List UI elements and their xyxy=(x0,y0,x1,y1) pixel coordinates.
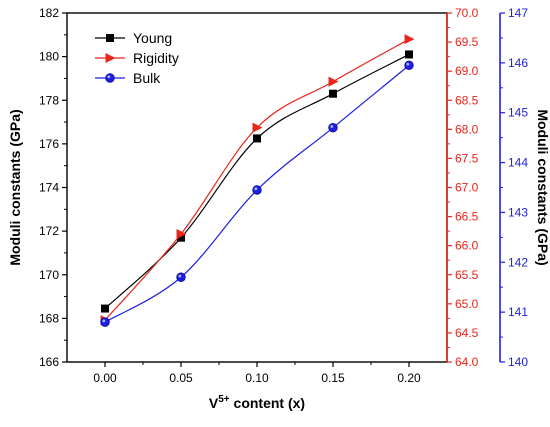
data-point-bulk xyxy=(404,60,414,71)
y-blue-tick-label: 140 xyxy=(508,355,528,369)
y-red-tick-label: 68.5 xyxy=(455,93,479,107)
data-point-bulk-highlight xyxy=(178,274,182,278)
y-left-tick-label: 168 xyxy=(39,311,59,325)
y-left-tick-label: 174 xyxy=(39,181,59,195)
y-blue-tick-label: 145 xyxy=(508,106,528,120)
legend-label-rigidity: Rigidity xyxy=(133,50,179,66)
data-point-young xyxy=(253,134,261,143)
y-axis-left-title: Moduli constants (GPa) xyxy=(7,109,23,265)
y-red-tick-label: 66.0 xyxy=(455,239,479,253)
data-point-bulk xyxy=(176,272,186,282)
legend-marker-highlight xyxy=(107,75,111,79)
legend-marker xyxy=(105,73,115,83)
y-left-tick-label: 176 xyxy=(39,137,59,151)
x-axis-title-main: V xyxy=(209,395,219,411)
y-axis-right-blue: 140 141 142 143 144 145 146 147 xyxy=(499,6,528,369)
x-tick-label: 0.00 xyxy=(93,371,117,385)
y-red-tick-label: 65.0 xyxy=(455,297,479,311)
y-axis-right-title: Moduli constants (GPa) xyxy=(535,109,550,265)
y-red-tick-label: 64.0 xyxy=(455,355,479,369)
y-red-tick-label: 69.5 xyxy=(455,35,479,49)
x-axis-title: V5+ content (x) xyxy=(209,394,305,411)
series-young xyxy=(101,50,413,313)
data-point-rigidity xyxy=(328,76,339,87)
y-red-tick-label: 67.0 xyxy=(455,181,479,195)
y-left-tick-label: 166 xyxy=(39,355,59,369)
data-point-rigidity xyxy=(404,34,415,45)
data-point-bulk-highlight xyxy=(330,125,334,128)
data-point-young xyxy=(101,304,109,313)
y-blue-tick-label: 147 xyxy=(508,6,528,20)
data-point-rigidity xyxy=(176,229,187,240)
x-axis-title-sup: 5+ xyxy=(218,394,230,405)
data-point-bulk xyxy=(328,122,338,133)
x-tick-label: 0.10 xyxy=(245,371,269,385)
legend-marker xyxy=(105,53,116,63)
data-point-bulk-highlight xyxy=(254,187,258,191)
data-point-young xyxy=(329,89,337,98)
y-blue-tick-label: 141 xyxy=(508,305,528,319)
legend-label-young: Young xyxy=(133,30,172,46)
y-red-tick-label: 67.5 xyxy=(455,151,479,165)
data-point-bulk-highlight xyxy=(102,319,106,323)
legend-marker xyxy=(106,34,114,42)
series-rigidity xyxy=(100,34,415,326)
y-red-tick-label: 65.5 xyxy=(455,268,479,282)
data-point-bulk xyxy=(252,185,262,195)
x-tick-label: 0.05 xyxy=(169,371,193,385)
y-left-tick-label: 180 xyxy=(39,50,59,64)
y-axis-right-red: 64.0 64.5 65.0 65.5 66.0 66.5 67.0 67.5 68.0 68.5… xyxy=(446,6,479,369)
y-blue-tick-label: 143 xyxy=(508,205,528,219)
data-point-rigidity xyxy=(252,122,263,133)
y-left-tick-label: 178 xyxy=(39,93,59,107)
y-blue-tick-label: 146 xyxy=(508,56,528,70)
series-bulk xyxy=(100,60,414,327)
data-point-bulk-highlight xyxy=(406,62,410,66)
y-red-tick-label: 64.5 xyxy=(455,326,479,340)
legend-label-bulk: Bulk xyxy=(133,70,161,86)
y-red-tick-label: 69.0 xyxy=(455,64,479,78)
y-red-tick-label: 70.0 xyxy=(455,6,479,20)
y-axis-left: 166 168 170 172 174 176 178 180 182 xyxy=(39,6,67,369)
y-red-tick-label: 66.5 xyxy=(455,210,479,224)
y-left-tick-label: 170 xyxy=(39,268,59,282)
data-point-young xyxy=(405,50,413,59)
data-point-bulk xyxy=(100,317,110,327)
x-tick-label: 0.20 xyxy=(397,371,421,385)
x-tick-label: 0.15 xyxy=(321,371,345,385)
data-point-young xyxy=(177,233,185,242)
y-left-tick-label: 172 xyxy=(39,224,59,238)
x-axis: 0.00 0.05 0.10 0.15 0.20 xyxy=(93,362,421,385)
legend: Young Rigidity Bulk xyxy=(95,30,179,86)
y-red-tick-label: 68.0 xyxy=(455,122,479,136)
y-left-tick-label: 182 xyxy=(39,6,59,20)
x-axis-title-rest: content (x) xyxy=(230,395,305,411)
y-blue-tick-label: 142 xyxy=(508,255,528,269)
y-blue-tick-label: 144 xyxy=(508,156,528,170)
